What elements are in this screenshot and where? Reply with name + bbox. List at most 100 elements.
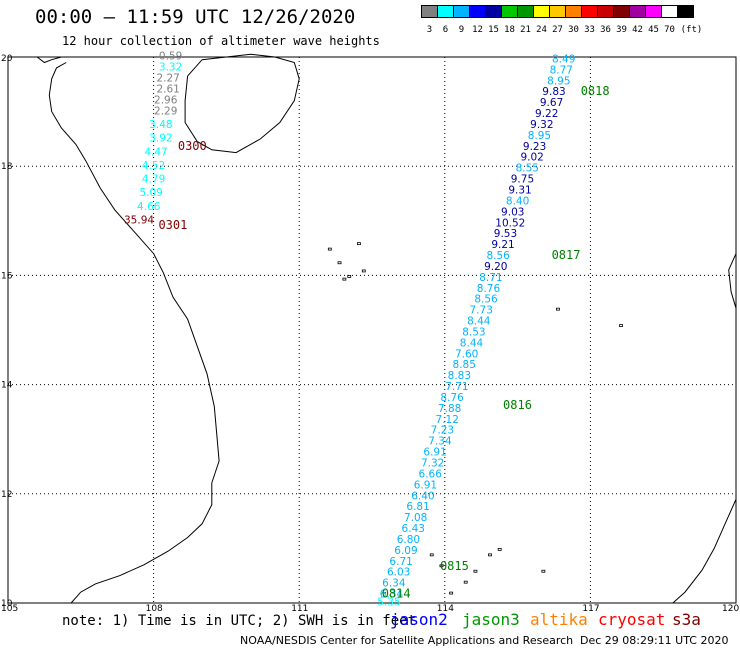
- swh-value-label: 6.91: [423, 447, 446, 459]
- swh-value-label: 6.66: [419, 468, 443, 480]
- legend-label: 15: [488, 25, 499, 35]
- swh-value-label: 6.40: [411, 490, 434, 502]
- legend-swatches: [421, 5, 694, 18]
- legend-label: 12: [472, 25, 483, 35]
- swh-value-label: 7.34: [428, 436, 452, 448]
- swh-value-label: 6.03: [387, 567, 410, 579]
- swh-value-label: 8.71: [479, 272, 502, 284]
- swh-value-label: 9.02: [520, 152, 543, 164]
- legend-label: 3: [426, 25, 433, 35]
- swh-value-label: 9.67: [540, 97, 563, 109]
- swh-value-label: 10.52: [495, 217, 525, 229]
- legend-label: 9: [458, 25, 465, 35]
- x-tick-label: 114: [437, 604, 454, 614]
- island-marker: [497, 548, 502, 551]
- swh-value-label: 2.29: [154, 105, 177, 117]
- swh-value-label: 5.09: [139, 187, 162, 199]
- island-marker: [473, 569, 478, 573]
- satellite-legend-jason3: jason3: [462, 610, 520, 629]
- y-tick-label: 14: [1, 381, 13, 391]
- x-tick-label: 105: [1, 604, 18, 614]
- swh-value-label: 9.21: [491, 239, 514, 251]
- swh-value-label: 9.53: [494, 228, 517, 240]
- swh-value-label: 3.48: [149, 119, 172, 131]
- swh-value-label: 2.27: [156, 73, 179, 85]
- legend-label: 21: [520, 25, 531, 35]
- swh-value-label: 8.40: [506, 195, 529, 207]
- pass-time-label: 0818: [581, 84, 610, 98]
- pass-time-label: 0816: [503, 398, 532, 412]
- island-marker: [327, 247, 332, 251]
- swh-value-label: 3.32: [159, 62, 182, 74]
- swh-value-label: 0.59: [159, 51, 182, 63]
- swh-value-label: 9.31: [508, 185, 531, 197]
- pass-time-label: 0817: [552, 248, 581, 262]
- swh-value-label: 6.09: [394, 545, 417, 557]
- coastline: [36, 56, 62, 64]
- island-marker: [556, 307, 560, 311]
- legend-label: 39: [616, 25, 627, 35]
- swh-value-label: 7.60: [455, 348, 478, 360]
- legend-label: 70: [664, 25, 675, 35]
- legend-label: 27: [552, 25, 563, 35]
- coastline: [184, 53, 300, 154]
- island-marker: [361, 269, 366, 273]
- swh-value-label: 7.23: [431, 425, 454, 437]
- swh-value-label: 7.08: [404, 512, 427, 524]
- swh-value-label: 6.43: [402, 523, 425, 535]
- footer-note: note: 1) Time is in UTC; 2) SWH is in fe…: [62, 613, 417, 629]
- coastline: [672, 499, 737, 604]
- satellite-legend-s3a: s3a: [672, 610, 701, 629]
- island-marker: [429, 553, 434, 557]
- legend-label: 33: [584, 25, 595, 35]
- swh-value-label: 35.94: [124, 215, 154, 227]
- coastline: [48, 62, 220, 604]
- swh-value-label: 6.91: [414, 479, 437, 491]
- swh-value-label: 7.12: [436, 414, 459, 426]
- pass-time-label: 0301: [158, 218, 187, 232]
- legend-label: 45: [648, 25, 659, 35]
- swh-value-label: 8.83: [448, 370, 471, 382]
- pass-time-label: 0815: [440, 559, 469, 573]
- swh-value-label: 9.83: [542, 86, 565, 98]
- legend-swatch: [677, 5, 694, 18]
- y-tick-label: 18: [1, 162, 13, 172]
- x-tick-label: 111: [291, 604, 308, 614]
- swh-value-label: 8.44: [460, 337, 484, 349]
- swh-value-label: 7.71: [445, 381, 468, 393]
- legend-label: 18: [504, 25, 515, 35]
- swh-value-label: 4.52: [142, 160, 165, 172]
- x-tick-label: 108: [146, 604, 163, 614]
- y-tick-label: 10: [1, 599, 13, 609]
- legend-label: 24: [536, 25, 547, 35]
- credit-date: Dec 29 08:29:11 UTC 2020: [580, 634, 729, 647]
- island-marker: [619, 324, 623, 327]
- island-marker: [347, 274, 352, 278]
- satellite-legend-cryosat: cryosat: [598, 610, 666, 629]
- island-marker: [488, 553, 492, 557]
- legend-label: 36: [600, 25, 611, 35]
- swh-value-label: 9.22: [535, 108, 558, 120]
- swh-value-label: 8.76: [477, 283, 501, 295]
- swh-value-label: 7.32: [421, 458, 444, 470]
- swh-value-label: 9.03: [501, 206, 524, 218]
- swh-value-label: 9.75: [511, 174, 534, 186]
- coastline: [728, 253, 737, 309]
- swh-value-label: 4.47: [144, 146, 167, 158]
- island-marker: [439, 564, 444, 568]
- swh-value-label: 9.32: [530, 119, 553, 131]
- island-marker: [541, 569, 546, 573]
- swh-value-label: 8.95: [528, 130, 551, 142]
- island-marker: [357, 242, 361, 246]
- swh-value-label: 8.76: [440, 392, 464, 404]
- swh-value-label: 8.56: [486, 250, 510, 262]
- swh-value-label: 8.77: [550, 64, 573, 76]
- swh-value-label: 8.55: [516, 163, 539, 175]
- island-marker: [463, 580, 468, 584]
- swh-value-label: 4.79: [142, 174, 165, 186]
- swh-value-label: 8.53: [462, 326, 485, 338]
- legend-label: 6: [442, 25, 449, 35]
- x-tick-label: 120: [722, 604, 739, 614]
- swh-value-label: 7.73: [470, 305, 493, 317]
